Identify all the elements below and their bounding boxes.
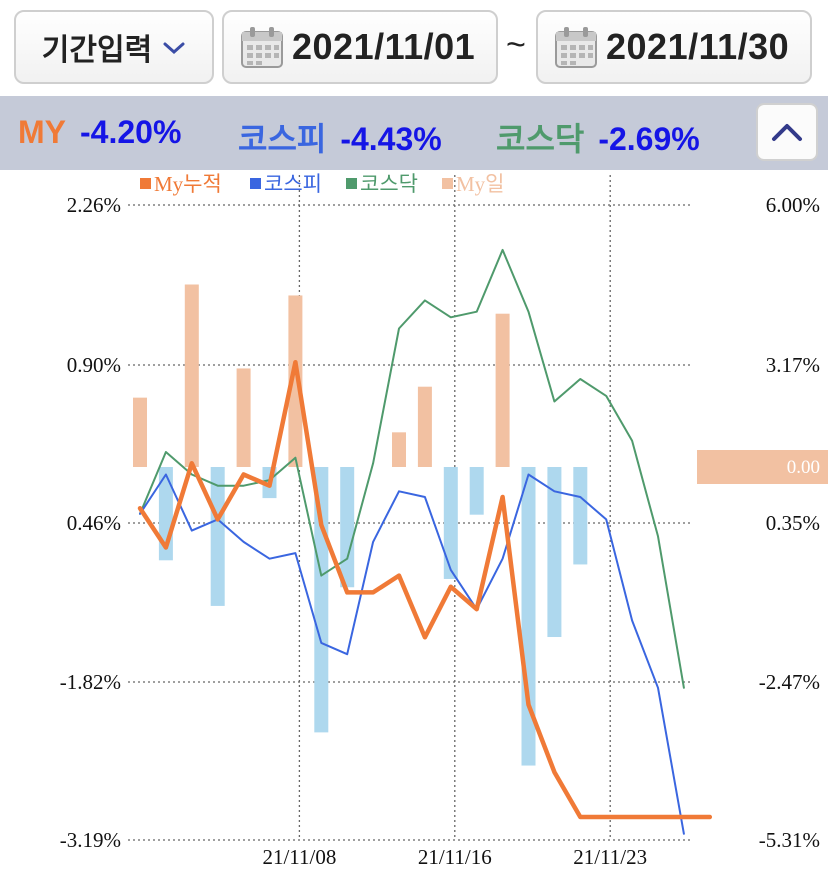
start-date-button[interactable]: 2021/11/01 [222, 10, 498, 84]
chevron-down-icon [162, 32, 186, 63]
period-input-button[interactable]: 기간입력 [14, 10, 214, 84]
summary-my-value: -4.20% [80, 114, 182, 150]
kospi-line [139, 473, 685, 835]
x-tick-label: 21/11/08 [262, 845, 336, 869]
x-tick-label: 21/11/16 [418, 845, 492, 869]
summary-kosdaq: 코스닥 -2.69% [496, 114, 700, 160]
returns-chart: 21/11/08 21/11/16 21/11/23 2.26% 0.90% 0.46% -… [60, 172, 828, 869]
daily-return-bar [417, 386, 432, 467]
y-tick-label-left: 2.26% [67, 193, 121, 217]
end-date-button[interactable]: 2021/11/30 [536, 10, 812, 84]
summary-kospi-value: -4.43% [340, 121, 442, 157]
return-summary-bar: MY -4.20% 코스피 -4.43% 코스닥 -2.69% [0, 96, 828, 170]
summary-kospi-label: 코스피 [238, 121, 327, 157]
daily-return-bar [469, 467, 484, 515]
legend-label: 코스닥 [360, 172, 418, 196]
summary-kosdaq-label: 코스닥 [496, 121, 585, 157]
y-tick-label-right: 6.00% [766, 193, 820, 217]
daily-return-bar [392, 432, 406, 467]
daily-return-bar [443, 467, 458, 579]
calendar-icon [555, 27, 597, 68]
y-tick-label-right: -5.31% [759, 828, 820, 852]
legend-label: 코스피 [264, 172, 322, 196]
y-tick-label-left: -1.82% [60, 670, 121, 694]
legend-label: My누적 [154, 172, 222, 196]
my-cumulative-line [137, 359, 713, 820]
daily-return-bar [184, 284, 199, 467]
y-tick-label-right: 0.35% [766, 511, 820, 535]
calendar-icon [241, 27, 283, 68]
y-tick-label-right: -2.47% [759, 670, 820, 694]
y-tick-label-right: 3.17% [766, 353, 820, 377]
y-tick-label-left: 0.46% [67, 511, 121, 535]
zero-label: 0.00 [787, 457, 820, 478]
daily-return-bar [340, 467, 355, 588]
daily-return-bar [547, 467, 562, 638]
collapse-button[interactable] [756, 103, 818, 161]
summary-kospi: 코스피 -4.43% [238, 114, 442, 160]
start-date-text: 2021/11/01 [292, 26, 476, 67]
chevron-up-icon [772, 124, 802, 141]
legend-swatch [442, 178, 453, 189]
end-date-text: 2021/11/30 [606, 26, 790, 67]
zero-label-band [697, 450, 828, 484]
legend-label: My일 [456, 172, 505, 196]
legend-swatch [140, 178, 151, 189]
kosdaq-line [139, 248, 685, 689]
daily-return-bar [495, 313, 510, 467]
daily-return-bar [288, 295, 303, 467]
legend-swatch [250, 178, 261, 189]
y-tick-label-left: -3.19% [60, 828, 121, 852]
x-tick-label: 21/11/23 [573, 845, 647, 869]
daily-return-bar [133, 397, 147, 467]
y-tick-label-left: 0.90% [67, 353, 121, 377]
toolbar: 기간입력 2021/11/01 ~ [0, 0, 828, 96]
daily-return-bar [210, 467, 225, 606]
summary-my-label: MY [18, 114, 66, 150]
period-input-label: 기간입력 [41, 34, 153, 67]
legend-swatch [346, 178, 357, 189]
date-separator: ~ [506, 26, 526, 64]
summary-kosdaq-value: -2.69% [598, 121, 700, 157]
daily-return-bar [573, 467, 588, 565]
summary-my: MY -4.20% [18, 114, 181, 151]
daily-return-bar [236, 368, 251, 467]
